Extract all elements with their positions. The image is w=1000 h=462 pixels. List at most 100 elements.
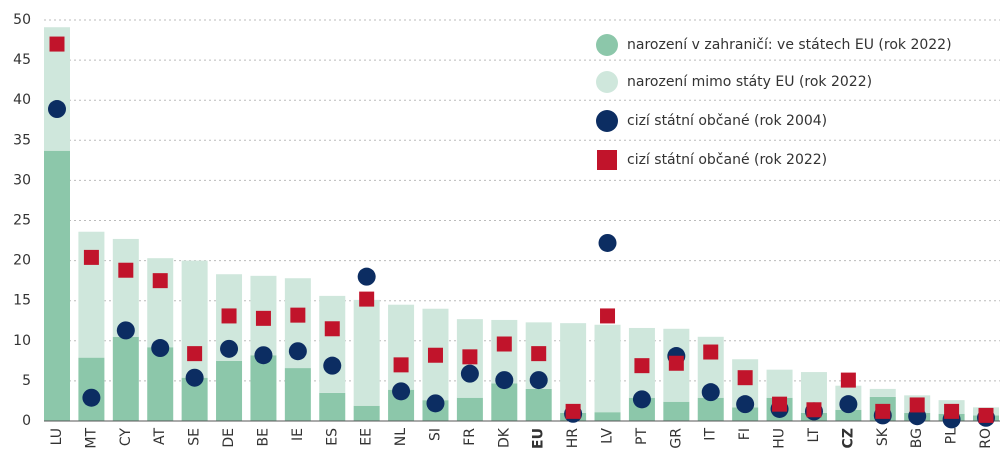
x-tick-label: CZ xyxy=(840,428,856,448)
point-2022 xyxy=(290,307,306,323)
point-2022 xyxy=(634,358,650,374)
point-2004 xyxy=(82,388,101,407)
bar-segment xyxy=(456,397,483,421)
x-tick-label: GR xyxy=(668,428,684,449)
bar-segment xyxy=(697,397,724,421)
point-2004 xyxy=(151,339,170,358)
legend-label: narození v zahraničí: ve státech EU (rok… xyxy=(627,37,952,53)
point-2022 xyxy=(909,397,925,413)
point-2004 xyxy=(701,383,720,402)
point-2022 xyxy=(118,262,134,278)
point-2022 xyxy=(600,308,616,324)
x-tick-label: CY xyxy=(118,428,134,447)
point-2022 xyxy=(737,370,753,386)
point-2022 xyxy=(187,346,203,362)
point-2022 xyxy=(221,308,237,324)
point-2004 xyxy=(48,100,66,119)
point-2004 xyxy=(254,346,273,365)
point-2022 xyxy=(875,403,891,419)
y-tick-label: 30 xyxy=(13,172,31,188)
point-2022 xyxy=(978,407,994,423)
bar-segment xyxy=(491,383,518,421)
x-tick-label: EU xyxy=(531,428,547,449)
bar-segment xyxy=(560,323,587,413)
y-tick-label: 5 xyxy=(22,373,31,389)
y-tick-label: 10 xyxy=(13,333,31,349)
x-tick-label: PT xyxy=(634,428,650,445)
point-2004 xyxy=(598,233,617,252)
bar-segment xyxy=(525,388,552,421)
x-tick-label: IE xyxy=(290,428,306,441)
bar-segment xyxy=(250,355,277,421)
x-tick-label: LV xyxy=(600,428,616,444)
x-tick-label: AT xyxy=(152,428,168,445)
bar-segment xyxy=(44,150,70,421)
bar-segment xyxy=(594,324,621,413)
legend-swatch xyxy=(596,110,618,132)
x-tick-label: FI xyxy=(737,428,753,440)
point-2022 xyxy=(83,249,99,265)
legend-swatch xyxy=(597,150,617,170)
bar-segment xyxy=(147,347,174,421)
legend-swatch xyxy=(596,71,618,93)
bar-segment xyxy=(319,295,346,393)
point-2022 xyxy=(565,403,581,419)
x-tick-label: DE xyxy=(221,428,237,448)
x-tick-label: RO xyxy=(978,428,994,449)
point-2022 xyxy=(462,349,478,365)
x-tick-label: MT xyxy=(83,428,99,449)
point-2022 xyxy=(496,336,512,352)
x-tick-label: HR xyxy=(565,428,581,449)
point-2004 xyxy=(495,371,514,390)
y-tick-label: 15 xyxy=(13,293,31,309)
bar-segment xyxy=(112,336,139,421)
point-2022 xyxy=(840,372,856,388)
point-2022 xyxy=(668,355,684,371)
point-2004 xyxy=(632,390,651,409)
bar-segment xyxy=(594,412,621,421)
x-tick-label: SI xyxy=(427,428,443,441)
bar-segment xyxy=(869,388,896,397)
point-2022 xyxy=(806,402,822,418)
x-tick-label: EE xyxy=(359,428,375,446)
bar-segment xyxy=(663,401,690,421)
point-2004 xyxy=(220,339,239,358)
y-tick-label: 25 xyxy=(13,213,31,229)
x-tick-label: NL xyxy=(393,428,409,446)
x-tick-label: BE xyxy=(255,428,271,446)
point-2022 xyxy=(427,347,443,363)
point-2022 xyxy=(772,396,788,412)
point-2004 xyxy=(116,321,135,340)
bar-segment xyxy=(835,409,862,421)
y-tick-label: 45 xyxy=(13,52,31,68)
point-2022 xyxy=(944,403,960,419)
x-tick-label: BG xyxy=(909,428,925,448)
point-2004 xyxy=(426,394,445,413)
bar-segment xyxy=(353,299,380,406)
legend-label: cizí státní občané (rok 2004) xyxy=(627,113,827,129)
point-2004 xyxy=(185,368,204,387)
y-tick-label: 35 xyxy=(13,132,31,148)
point-2022 xyxy=(359,291,375,307)
point-2004 xyxy=(392,382,411,401)
point-2004 xyxy=(460,364,479,383)
point-2004 xyxy=(839,395,858,414)
x-tick-label: IT xyxy=(703,428,719,441)
y-tick-label: 40 xyxy=(13,92,31,108)
bar-segment xyxy=(284,368,311,421)
legend-label: cizí státní občané (rok 2022) xyxy=(627,152,827,168)
x-tick-label: LT xyxy=(806,428,822,443)
point-2004 xyxy=(357,267,376,286)
point-2022 xyxy=(393,357,409,373)
point-2004 xyxy=(288,342,307,361)
point-2022 xyxy=(255,310,271,326)
x-tick-label: PL xyxy=(944,428,960,444)
bar-segment xyxy=(216,360,243,421)
point-2004 xyxy=(736,395,755,414)
point-2022 xyxy=(49,36,65,52)
point-2022 xyxy=(531,346,547,362)
point-2004 xyxy=(323,356,342,375)
x-tick-label: LU xyxy=(49,428,65,445)
x-tick-label: ES xyxy=(324,428,340,446)
